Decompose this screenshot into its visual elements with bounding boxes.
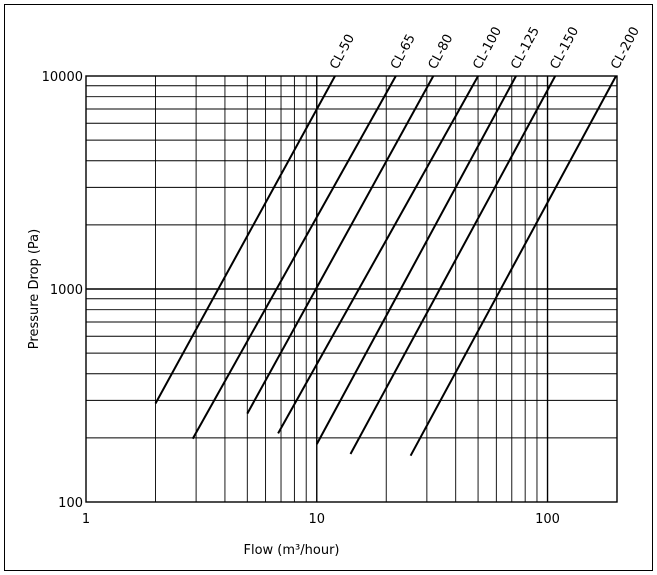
series-label-cl-150: CL-150 [548,25,583,72]
series-label-cl-65: CL-65 [388,32,419,72]
x-axis-label: Flow (m³/hour) [244,543,340,558]
series-label-cl-100: CL-100 [470,25,505,72]
plot-border [85,75,618,503]
x-tick-label: 100 [535,512,560,527]
x-tick-labels: 1 10 100 [82,512,560,527]
chart-frame [4,4,653,571]
x-tick-label: 10 [308,512,325,527]
series-label-cl-200: CL-200 [608,25,643,72]
y-tick-label: 1000 [50,283,83,298]
series-lines [154,75,617,457]
series-labels: CL-50 CL-65 CL-80 CL-100 CL-125 CL-150 CL-200 [327,25,643,72]
series-line-cl-150 [349,75,557,455]
series-label-cl-50: CL-50 [327,32,358,72]
y-tick-label: 10000 [42,70,83,85]
y-tick-label: 100 [58,496,83,511]
series-label-cl-80: CL-80 [426,32,457,72]
series-label-cl-125: CL-125 [508,25,543,72]
series-line-cl-200 [409,75,617,457]
series-line-cl-50 [154,75,336,404]
y-axis-label: Pressure Drop (Pa) [27,229,42,349]
series-line-cl-100 [277,75,479,434]
series-line-cl-80 [246,75,435,415]
series-line-cl-125 [315,75,517,445]
y-tick-labels: 100 1000 10000 [42,70,83,511]
x-tick-label: 1 [82,512,90,527]
series-line-cl-65 [191,75,397,440]
